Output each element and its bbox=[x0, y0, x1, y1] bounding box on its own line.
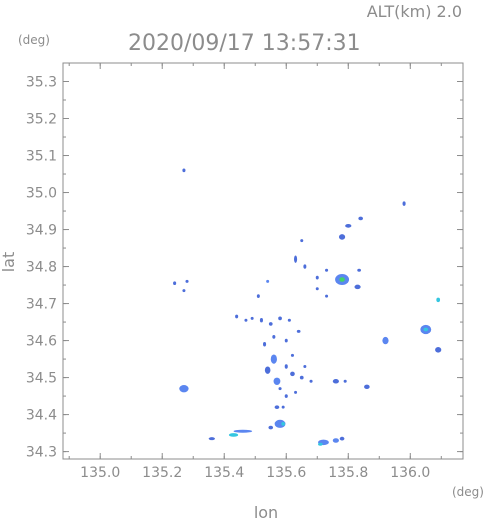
echo-cell bbox=[436, 297, 441, 303]
y-tick-label: 34.5 bbox=[26, 371, 57, 387]
y-tick-label: 35.2 bbox=[26, 112, 57, 128]
echo-cell bbox=[315, 275, 319, 280]
y-tick-label: 35.1 bbox=[26, 149, 57, 165]
x-tick-label: 135.6 bbox=[266, 465, 306, 481]
echo-cell bbox=[173, 281, 177, 286]
echo-cell bbox=[332, 379, 339, 384]
echo-cell bbox=[284, 338, 288, 343]
chart-title: 2020/09/17 13:57:31 bbox=[128, 31, 361, 56]
echo-cell bbox=[309, 379, 313, 383]
echo-cell bbox=[294, 390, 298, 394]
echo-cell bbox=[290, 371, 295, 377]
echo-cell bbox=[294, 255, 298, 263]
echo-cell bbox=[423, 327, 429, 332]
echo-cell bbox=[357, 268, 361, 272]
x-axis: 135.0 135.2 135.4 135.6 135.8 136.0 bbox=[68, 63, 442, 481]
echo-cell bbox=[228, 433, 239, 437]
echo-cell bbox=[318, 442, 323, 446]
x-tick-label: 135.8 bbox=[328, 465, 368, 481]
echo-cell bbox=[303, 264, 307, 269]
echo-cell bbox=[332, 438, 339, 443]
echo-cell bbox=[233, 429, 253, 433]
echo-cell bbox=[325, 294, 329, 298]
echo-cell bbox=[256, 294, 260, 299]
echo-cell bbox=[299, 375, 304, 380]
echo-cell bbox=[244, 318, 248, 322]
y-tick-label: 35.0 bbox=[26, 186, 57, 202]
echo-cell bbox=[281, 421, 286, 426]
y-axis: 34.3 34.4 34.5 34.6 34.7 34.8 34.9 35.0 35.1 35.2… bbox=[26, 75, 463, 461]
echo-cell bbox=[296, 329, 301, 333]
altitude-label: ALT(km) 2.0 bbox=[367, 2, 462, 21]
echo-cell bbox=[284, 364, 288, 369]
echo-cell bbox=[274, 419, 286, 428]
echo-cell bbox=[325, 268, 329, 272]
echo-cell bbox=[338, 234, 346, 240]
echo-cell bbox=[364, 384, 370, 390]
echo-cell bbox=[315, 287, 319, 291]
plot-frame bbox=[62, 62, 464, 460]
y-tick-label: 34.4 bbox=[26, 408, 57, 424]
y-tick-label: 34.3 bbox=[26, 445, 57, 461]
echo-cell bbox=[345, 223, 352, 228]
echo-cell bbox=[382, 336, 389, 345]
echo-cell bbox=[208, 437, 215, 441]
y-axis-label: lat bbox=[0, 252, 18, 273]
echo-cell bbox=[268, 322, 273, 326]
echo-cell bbox=[270, 354, 277, 364]
echo-cell bbox=[281, 405, 285, 409]
echo-cell bbox=[290, 353, 295, 357]
echo-cell bbox=[179, 384, 189, 393]
echo-cell bbox=[185, 279, 189, 283]
echo-cell bbox=[300, 239, 304, 243]
echo-cell bbox=[354, 284, 361, 290]
echo-cell bbox=[402, 201, 406, 206]
echo-cell bbox=[339, 436, 345, 441]
echo-cell bbox=[266, 279, 270, 283]
y-tick-label: 34.8 bbox=[26, 260, 57, 276]
echo-cell bbox=[343, 379, 347, 383]
echo-cell bbox=[263, 342, 267, 347]
echo-cell bbox=[287, 318, 291, 322]
echo-cell bbox=[250, 316, 254, 320]
x-tick-label: 135.0 bbox=[80, 465, 120, 481]
echo-cell bbox=[358, 216, 363, 221]
x-tick-label: 135.4 bbox=[204, 465, 244, 481]
y-unit-label: (deg) bbox=[18, 33, 50, 47]
echo-cell bbox=[235, 314, 239, 319]
echo-cell bbox=[435, 347, 442, 353]
x-unit-label: (deg) bbox=[452, 485, 484, 499]
echo-cell bbox=[278, 387, 282, 391]
echo-cell bbox=[284, 394, 288, 398]
y-tick-label: 35.3 bbox=[26, 75, 57, 91]
x-axis-label: lon bbox=[254, 503, 278, 521]
echo-cell bbox=[273, 377, 281, 385]
y-tick-label: 34.7 bbox=[26, 297, 57, 313]
echo-cell bbox=[278, 316, 282, 321]
x-tick-label: 135.2 bbox=[142, 465, 182, 481]
echo-cell bbox=[264, 366, 271, 374]
echo-cell bbox=[339, 277, 345, 282]
echo-cell bbox=[182, 168, 186, 173]
echo-layer bbox=[173, 168, 442, 446]
echo-cell bbox=[259, 317, 263, 323]
echo-cell bbox=[274, 405, 280, 410]
y-tick-label: 34.9 bbox=[26, 223, 57, 239]
y-tick-label: 34.6 bbox=[26, 334, 57, 350]
x-tick-label: 136.0 bbox=[390, 465, 430, 481]
echo-cell bbox=[268, 425, 274, 430]
echo-cell bbox=[182, 289, 186, 293]
echo-cell bbox=[272, 335, 276, 339]
echo-cell bbox=[303, 364, 307, 368]
